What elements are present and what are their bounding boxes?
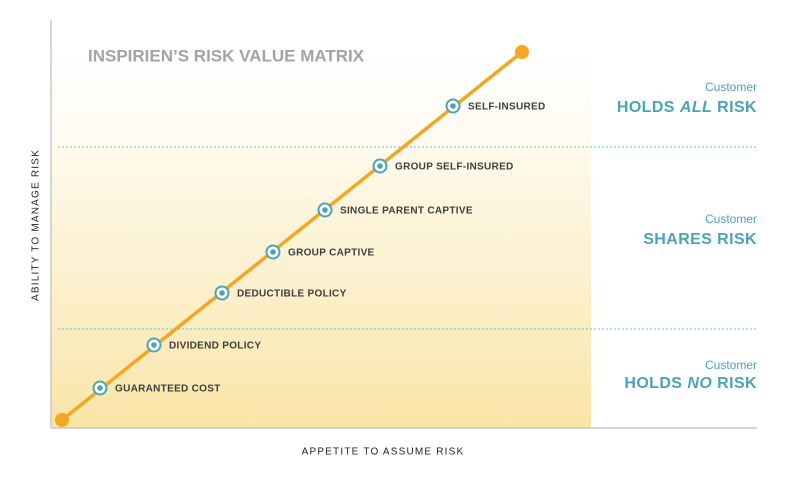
zone-emphasis: NO (687, 375, 712, 392)
point-label: GROUP SELF-INSURED (395, 162, 514, 173)
points: GUARANTEED COST DIVIDEND POLICY DEDUCTIBLE… (92, 98, 546, 396)
zone-caption: Customer (705, 212, 757, 226)
point-dot (97, 385, 103, 391)
title: INSPIRIEN’S RISK VALUE MATRIX (88, 46, 365, 65)
point-dot (219, 290, 225, 296)
risk-line (60, 50, 524, 422)
point-label: SINGLE PARENT CAPTIVE (340, 206, 473, 217)
point-label: DEDUCTIBLE POLICY (237, 289, 347, 300)
zone-caption: Customer (705, 358, 757, 372)
point-label: GUARANTEED COST (115, 384, 221, 395)
point-label: DIVIDEND POLICY (169, 341, 261, 352)
highlight-area (51, 20, 591, 428)
line-end (515, 45, 529, 59)
zone-label: SHARES RISK (643, 231, 757, 248)
zone-prefix: HOLDS (624, 375, 682, 392)
point-label: GROUP CAPTIVE (288, 248, 375, 259)
zone-caption: Customer (705, 80, 757, 94)
zone-suffix: RISK (717, 375, 757, 392)
point-label: SELF-INSURED (468, 102, 546, 113)
point-dot (377, 163, 383, 169)
zone-emphasis: ALL (679, 99, 712, 116)
y-axis-label: ABILITY TO MANAGE RISK (31, 149, 42, 301)
point-dot (151, 342, 157, 348)
zone-label: HOLDS ALL RISK (617, 99, 757, 116)
point-dot (450, 103, 456, 109)
zone-suffix: RISK (717, 99, 757, 116)
line-end (55, 413, 69, 427)
zone-prefix: HOLDS (617, 99, 675, 116)
point-dot (270, 249, 276, 255)
x-axis-label: APPETITE TO ASSUME RISK (302, 447, 465, 458)
point-dot (322, 207, 328, 213)
zone-label: HOLDS NO RISK (624, 375, 757, 392)
